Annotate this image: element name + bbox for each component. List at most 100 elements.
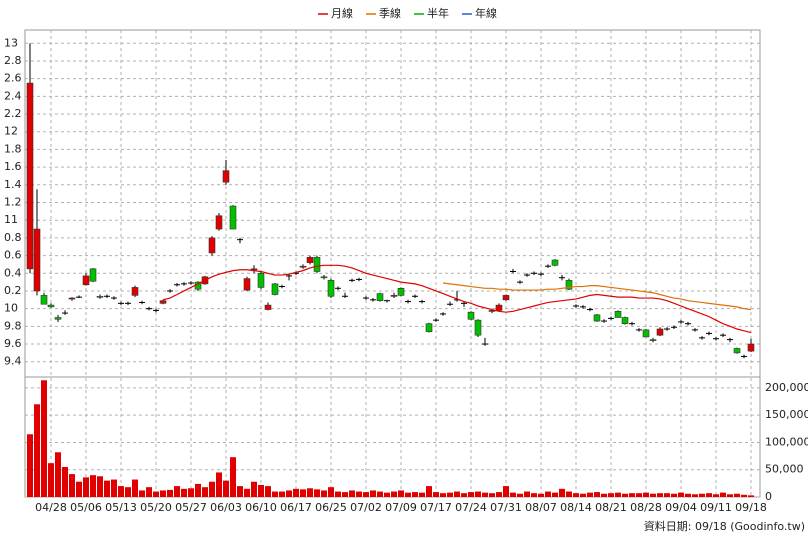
volume-bar bbox=[293, 488, 299, 497]
candle-body bbox=[642, 329, 650, 338]
candle-body bbox=[40, 295, 48, 305]
candle-body bbox=[733, 348, 741, 354]
volume-bar bbox=[685, 493, 691, 497]
volume-bar bbox=[580, 493, 586, 497]
volume-bar bbox=[657, 493, 663, 497]
volume-bar bbox=[475, 491, 481, 497]
volume-bar bbox=[650, 493, 656, 497]
volume-bar bbox=[748, 495, 754, 497]
volume-bar bbox=[503, 486, 509, 497]
volume-bar bbox=[587, 492, 593, 497]
volume-bar bbox=[426, 486, 432, 497]
x-tick-label: 06/17 bbox=[280, 501, 312, 514]
volume-bar bbox=[594, 492, 600, 497]
volume-bar bbox=[601, 493, 607, 497]
volume-bar bbox=[111, 479, 117, 497]
volume-bar bbox=[531, 493, 537, 497]
volume-bar bbox=[552, 492, 558, 497]
volume-bar bbox=[153, 491, 159, 497]
candle-body bbox=[33, 228, 41, 292]
y-tick-label: 0.4 bbox=[4, 266, 22, 279]
volume-bar bbox=[118, 486, 124, 497]
volume-bar bbox=[209, 481, 215, 497]
y-tick-label: 2.4 bbox=[4, 89, 22, 102]
volume-bar bbox=[545, 491, 551, 497]
candle-body bbox=[222, 170, 230, 183]
volume-bar bbox=[202, 487, 208, 497]
volume-bar bbox=[433, 492, 439, 497]
volume-bar bbox=[517, 493, 523, 497]
volume-bar bbox=[482, 492, 488, 497]
volume-bar bbox=[321, 490, 327, 497]
volume-bar bbox=[566, 491, 572, 497]
candle-body bbox=[376, 293, 384, 301]
volume-bar bbox=[258, 485, 264, 497]
x-tick-label: 07/17 bbox=[420, 501, 452, 514]
volume-bar bbox=[41, 380, 47, 497]
candle-body bbox=[551, 259, 559, 266]
volume-bar bbox=[356, 491, 362, 497]
candle-body bbox=[621, 317, 629, 324]
volume-bar bbox=[727, 494, 733, 497]
candle-body bbox=[54, 317, 62, 320]
candle-body bbox=[243, 278, 251, 291]
volume-bar bbox=[237, 486, 243, 497]
candle-body bbox=[47, 304, 55, 308]
candle-body bbox=[502, 295, 510, 301]
y2-tick-label: 200,000 bbox=[765, 381, 808, 394]
volume-bar bbox=[335, 491, 341, 497]
candle-body bbox=[474, 319, 482, 336]
volume-bar bbox=[622, 493, 628, 497]
volume-bar bbox=[615, 492, 621, 497]
candle-body bbox=[257, 272, 265, 288]
volume-bar bbox=[76, 481, 82, 497]
volume-bar bbox=[146, 487, 152, 497]
x-tick-label: 07/09 bbox=[385, 501, 417, 514]
volume-bar bbox=[398, 490, 404, 497]
candle-body bbox=[467, 311, 475, 320]
legend-label: 年線 bbox=[475, 6, 497, 20]
volume-bar bbox=[419, 492, 425, 497]
y2-tick-label: 100,000 bbox=[765, 435, 808, 448]
y-tick-label: 1.6 bbox=[4, 160, 22, 173]
volume-bar bbox=[279, 491, 285, 497]
volume-bar bbox=[713, 494, 719, 497]
volume-bar bbox=[412, 492, 418, 497]
volume-bar bbox=[629, 493, 635, 497]
y-tick-label: 9.4 bbox=[4, 355, 22, 368]
candle-body bbox=[26, 82, 34, 270]
y2-tick-label: 150,000 bbox=[765, 408, 808, 421]
x-tick-label: 09/04 bbox=[665, 501, 697, 514]
y-tick-label: 10 bbox=[4, 302, 18, 315]
volume-bar bbox=[195, 483, 201, 497]
x-tick-label: 06/10 bbox=[245, 501, 277, 514]
volume-bar bbox=[97, 476, 103, 497]
volume-bar bbox=[167, 489, 173, 497]
y2-tick-label: 50,000 bbox=[765, 463, 804, 476]
volume-bar bbox=[573, 493, 579, 497]
volume-bar bbox=[48, 463, 54, 497]
x-tick-label: 08/28 bbox=[630, 501, 662, 514]
volume-bar bbox=[314, 489, 320, 497]
candle-body bbox=[306, 257, 314, 263]
y-tick-label: 0.8 bbox=[4, 231, 22, 244]
volume-bar bbox=[251, 481, 257, 497]
volume-bar bbox=[741, 494, 747, 497]
volume-bar bbox=[27, 434, 33, 497]
volume-bar bbox=[216, 472, 222, 497]
volume-bar bbox=[104, 480, 110, 497]
candle-body bbox=[495, 304, 503, 311]
candle-body bbox=[96, 295, 104, 298]
candle-body bbox=[229, 205, 237, 230]
x-tick-label: 08/14 bbox=[560, 501, 592, 514]
volume-bar bbox=[489, 493, 495, 497]
x-tick-label: 05/13 bbox=[105, 501, 137, 514]
volume-bar bbox=[132, 479, 138, 497]
y-tick-label: 2.2 bbox=[4, 107, 22, 120]
volume-bar bbox=[160, 490, 166, 497]
x-tick-label: 05/20 bbox=[140, 501, 172, 514]
x-tick-label: 08/21 bbox=[595, 501, 627, 514]
volume-bar bbox=[244, 488, 250, 497]
candle-body bbox=[565, 280, 573, 290]
x-tick-label: 05/06 bbox=[70, 501, 102, 514]
